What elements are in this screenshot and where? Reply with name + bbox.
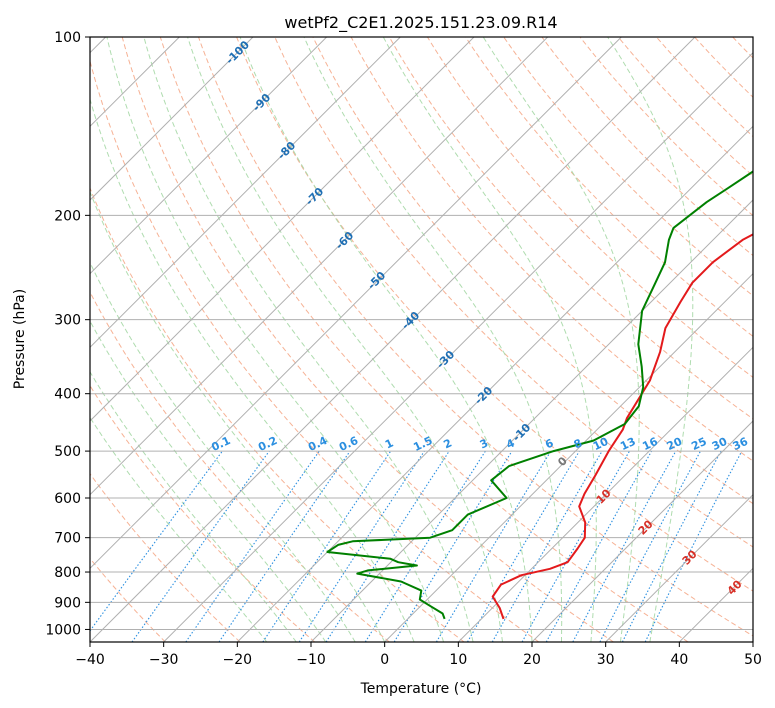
isotherm-line <box>310 199 753 642</box>
y-tick-label: 300 <box>54 313 81 329</box>
mixing-ratio-line <box>644 450 743 642</box>
y-tick-label: 200 <box>54 208 81 224</box>
x-axis-label: Temperature (°C) <box>360 681 482 697</box>
dry-adiabat-line <box>121 37 614 642</box>
isotherm-line <box>90 37 328 275</box>
mixing-ratio-label: 30 <box>710 435 730 453</box>
mixing-ratio-line <box>298 450 425 642</box>
dry-adiabat-line <box>90 384 316 642</box>
y-tick-label: 500 <box>54 444 81 460</box>
dry-adiabat-line <box>426 37 753 378</box>
isotherm-line <box>384 272 753 642</box>
mixing-ratio-line <box>572 450 677 642</box>
isotherm-line <box>531 420 753 642</box>
x-tick-label: −40 <box>75 652 105 668</box>
x-tick-label: 50 <box>744 652 762 668</box>
mixing-ratio-label: 36 <box>731 435 751 453</box>
moist-adiabat-line <box>90 320 327 642</box>
y-axis-label: Pressure (hPa) <box>12 289 28 389</box>
x-tick-label: 40 <box>670 652 688 668</box>
dewpoint-profile-line <box>326 170 753 620</box>
dry-adiabat-line <box>90 186 465 642</box>
isotherm-line <box>90 37 622 570</box>
dry-adiabat-line <box>465 37 753 337</box>
mixing-ratio-label: 20 <box>665 435 685 453</box>
mixing-ratio-label: 25 <box>689 435 708 453</box>
moist-adiabat-line <box>143 37 474 642</box>
dry-adiabat-line <box>274 37 753 548</box>
dry-adiabat-line <box>236 37 753 592</box>
dry-adiabat-line <box>312 37 753 505</box>
x-tick-label: 0 <box>380 652 389 668</box>
mixing-ratio-line <box>491 450 603 642</box>
y-axis: 100 200 300 400 500 600 700 800 900 1000 <box>45 30 90 638</box>
mixing-ratio-line <box>621 450 722 642</box>
moist-adiabat-line <box>482 37 640 642</box>
x-tick-label: −30 <box>149 652 179 668</box>
x-tick-label: 20 <box>523 652 541 668</box>
mixing-ratio-line <box>218 450 351 642</box>
y-tick-label: 1000 <box>45 622 81 638</box>
plot-frame <box>89 36 754 643</box>
x-tick-label: 10 <box>449 652 467 668</box>
mixing-ratio-line <box>131 450 270 642</box>
mixing-ratio-line <box>90 450 223 632</box>
mixing-ratio-line <box>393 450 513 642</box>
isotherm-line <box>605 493 753 642</box>
dry-adiabat-line <box>350 37 753 462</box>
isotherm-line <box>90 37 401 349</box>
temperature-profile-line <box>491 233 753 620</box>
mixing-ratio-line <box>185 450 320 642</box>
dry-adiabat-line <box>90 59 540 642</box>
mixing-ratio-label: 10 <box>591 435 611 453</box>
mixing-ratio-line <box>599 450 701 642</box>
isotherm-line <box>90 37 475 422</box>
mixing-ratio-line <box>364 450 486 642</box>
mixing-ratio-label: 16 <box>640 435 660 453</box>
moist-adiabat-line <box>90 261 356 642</box>
profile-series <box>326 170 753 620</box>
moist-adiabat-line <box>239 37 533 642</box>
isotherm-line <box>90 37 549 496</box>
dry-adiabat-line <box>579 37 753 217</box>
chart-title: wetPf2_C2E1.2025.151.23.09.R14 <box>284 13 557 33</box>
dry-adiabat-line <box>159 37 689 642</box>
moist-adiabat-line <box>607 37 694 642</box>
y-tick-label: 100 <box>54 30 81 46</box>
x-axis: −40 −30 −20 −10 0 10 20 30 40 50 <box>75 642 762 668</box>
isotherm-line <box>90 37 254 201</box>
x-tick-label: 30 <box>597 652 615 668</box>
isotherm-line <box>90 37 696 642</box>
isotherm-line <box>457 346 753 642</box>
isotherm-line <box>163 51 753 642</box>
x-tick-label: −20 <box>223 652 253 668</box>
y-tick-label: 700 <box>54 531 81 547</box>
mixing-ratio-label: 13 <box>618 435 637 453</box>
moist-adiabat-line <box>106 37 445 642</box>
moist-adiabat-line <box>90 190 386 642</box>
isotherm-line <box>236 125 753 642</box>
moist-adiabat-line <box>382 37 597 642</box>
dry-adiabat-line <box>90 472 241 642</box>
y-tick-label: 800 <box>54 565 81 581</box>
moist-adiabat-line <box>303 37 563 642</box>
dry-adiabat-line <box>90 291 390 642</box>
y-tick-label: 900 <box>54 595 81 611</box>
y-tick-label: 600 <box>54 491 81 507</box>
x-tick-label: −10 <box>296 652 326 668</box>
y-tick-label: 400 <box>54 387 81 403</box>
mixing-ratio-line <box>521 450 630 642</box>
mixing-ratio-line <box>325 450 450 642</box>
moist-adiabat-line <box>90 416 268 642</box>
